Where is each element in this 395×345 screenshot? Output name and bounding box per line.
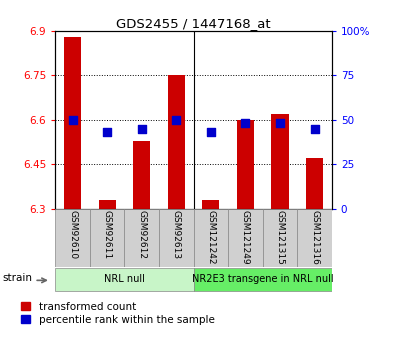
Bar bbox=[306, 158, 323, 209]
Bar bbox=[237, 120, 254, 209]
Point bbox=[173, 117, 179, 123]
Point bbox=[208, 130, 214, 135]
Text: GSM121242: GSM121242 bbox=[206, 210, 215, 265]
Text: GSM92611: GSM92611 bbox=[103, 210, 112, 259]
Title: GDS2455 / 1447168_at: GDS2455 / 1447168_at bbox=[116, 17, 271, 30]
Bar bbox=[194, 209, 228, 267]
Text: NR2E3 transgene in NRL null: NR2E3 transgene in NRL null bbox=[192, 274, 333, 284]
Bar bbox=[297, 209, 332, 267]
Bar bbox=[90, 209, 124, 267]
Point bbox=[70, 117, 76, 123]
Bar bbox=[98, 200, 116, 209]
Text: GSM121249: GSM121249 bbox=[241, 210, 250, 265]
Text: GSM121316: GSM121316 bbox=[310, 210, 319, 265]
Bar bbox=[159, 209, 194, 267]
Text: GSM92613: GSM92613 bbox=[172, 210, 181, 259]
Bar bbox=[271, 114, 289, 209]
Text: strain: strain bbox=[3, 273, 33, 283]
Point bbox=[277, 121, 283, 126]
Text: GSM92610: GSM92610 bbox=[68, 210, 77, 259]
Bar bbox=[64, 37, 81, 209]
Bar bbox=[228, 209, 263, 267]
Text: NRL null: NRL null bbox=[104, 274, 145, 284]
Bar bbox=[167, 76, 185, 209]
Bar bbox=[263, 209, 297, 267]
Bar bbox=[55, 268, 194, 290]
Bar bbox=[55, 209, 90, 267]
Text: GSM92612: GSM92612 bbox=[137, 210, 146, 259]
Bar bbox=[124, 209, 159, 267]
Bar bbox=[202, 200, 220, 209]
Bar bbox=[194, 268, 332, 290]
Bar bbox=[133, 141, 150, 209]
Point bbox=[242, 121, 248, 126]
Point bbox=[311, 126, 318, 131]
Point bbox=[104, 130, 110, 135]
Point bbox=[139, 126, 145, 131]
Legend: transformed count, percentile rank within the sample: transformed count, percentile rank withi… bbox=[21, 302, 214, 325]
Text: GSM121315: GSM121315 bbox=[275, 210, 284, 265]
